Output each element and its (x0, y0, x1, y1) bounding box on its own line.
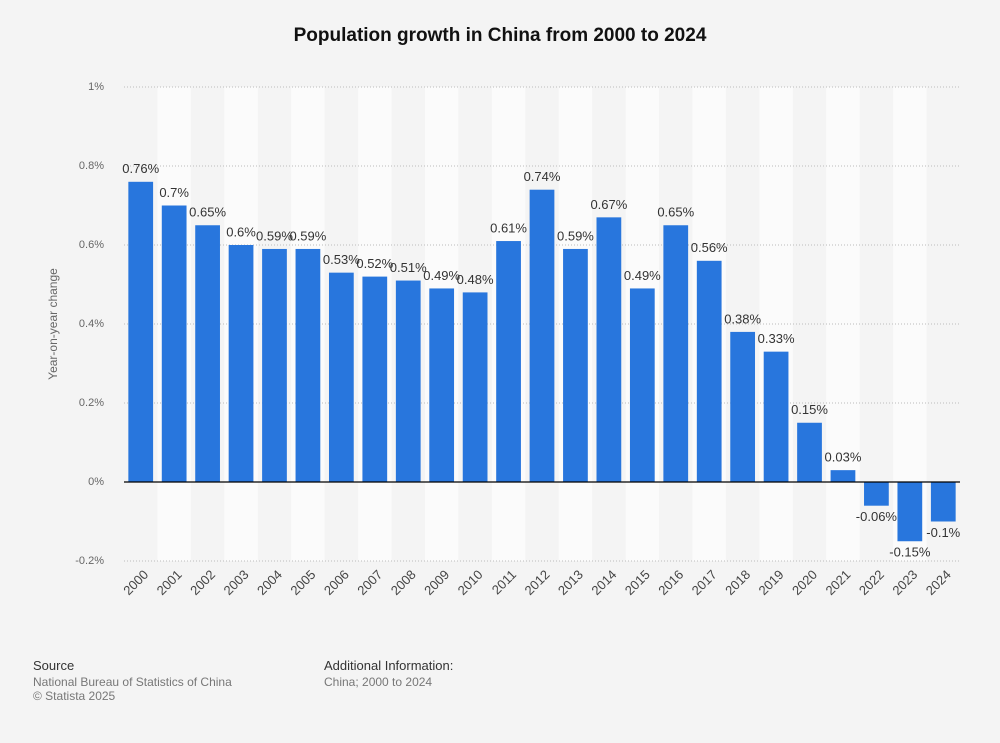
bar (730, 331, 756, 482)
x-tick-label: 2006 (321, 567, 352, 598)
x-tick-label: 2014 (588, 567, 619, 598)
x-tick-label: 2011 (489, 567, 519, 597)
value-label: -0.15% (889, 545, 931, 560)
x-tick-label: 2008 (388, 567, 419, 598)
y-tick-label: 0.6% (79, 239, 104, 251)
chart-title: Population growth in China from 2000 to … (294, 25, 707, 46)
x-tick-label: 2020 (789, 567, 820, 598)
x-tick-label: 2016 (655, 567, 686, 598)
value-label: -0.06% (856, 509, 898, 524)
info-title: Additional Information: (324, 658, 454, 673)
y-tick-label: 0% (88, 476, 104, 488)
value-label: 0.52% (356, 256, 393, 271)
bar (563, 248, 588, 482)
bar (295, 248, 321, 482)
x-tick-label: 2005 (287, 567, 318, 598)
value-label: 0.48% (457, 272, 494, 287)
source-title: Source (33, 658, 75, 673)
bar (496, 241, 521, 482)
bar (696, 260, 722, 482)
x-tick-label: 2012 (521, 567, 552, 598)
bar (930, 482, 956, 522)
bar (462, 292, 488, 482)
x-tick-label: 2017 (689, 567, 720, 598)
bar (429, 288, 455, 482)
y-tick-label: 1% (88, 81, 104, 93)
bar (128, 181, 154, 483)
value-label: 0.49% (624, 268, 661, 283)
x-tick-label: 2022 (856, 567, 887, 598)
x-tick-label: 2001 (154, 567, 185, 598)
x-tick-label: 2024 (923, 567, 954, 598)
value-label: 0.59% (557, 228, 594, 243)
chart: Population growth in China from 2000 to … (46, 25, 961, 598)
x-tick-label: 2018 (722, 567, 753, 598)
bar (596, 217, 622, 482)
value-label: 0.76% (122, 161, 159, 176)
value-label: 0.38% (724, 311, 761, 326)
value-label: 0.53% (323, 252, 360, 267)
info-block: Additional Information: China; 2000 to 2… (324, 658, 453, 689)
x-tick-label: 2021 (822, 567, 853, 598)
bar (328, 272, 354, 482)
value-label: 0.65% (657, 205, 694, 220)
value-label: 0.56% (691, 240, 728, 255)
bar (362, 276, 388, 482)
value-label: 0.67% (590, 197, 627, 212)
x-tick-label: 2007 (354, 567, 385, 598)
y-tick-label: 0.2% (79, 397, 104, 409)
value-label: 0.59% (289, 228, 326, 243)
x-tick-label: 2019 (756, 567, 787, 598)
value-label: 0.7% (159, 185, 189, 200)
bar (395, 280, 421, 482)
x-tick-label: 2003 (221, 567, 252, 598)
value-label: -0.1% (926, 525, 960, 540)
value-label: 0.15% (791, 402, 828, 417)
value-label: 0.33% (758, 331, 795, 346)
source-block: Source National Bureau of Statistics of … (33, 658, 232, 703)
bar (629, 288, 655, 482)
bar (195, 225, 220, 482)
y-tick-label: -0.2% (75, 555, 104, 567)
value-label: 0.6% (226, 224, 256, 239)
bar (262, 248, 287, 482)
y-axis-label: Year-on-year change (46, 268, 60, 380)
bar (663, 225, 689, 482)
value-label: 0.49% (423, 268, 460, 283)
info: China; 2000 to 2024 (324, 675, 433, 689)
stripe (826, 87, 860, 561)
bar (529, 189, 555, 482)
x-tick-label: 2004 (254, 567, 285, 598)
x-tick-label: 2023 (889, 567, 920, 598)
value-label: 0.59% (256, 228, 293, 243)
bar (228, 245, 254, 482)
value-label: 0.65% (189, 205, 226, 220)
x-tick-label: 2013 (555, 567, 586, 598)
bar (161, 205, 187, 482)
source: National Bureau of Statistics of China (33, 675, 232, 689)
x-tick-label: 2009 (421, 567, 452, 598)
bar (864, 482, 889, 506)
y-tick-label: 0.8% (79, 160, 104, 172)
bar (797, 422, 822, 482)
value-label: 0.51% (390, 260, 427, 275)
copyright: © Statista 2025 (33, 689, 116, 703)
value-label: 0.74% (524, 169, 561, 184)
x-tick-label: 2000 (120, 567, 151, 598)
x-tick-label: 2002 (187, 567, 218, 598)
bar (897, 482, 923, 542)
x-tick-label: 2010 (455, 567, 486, 598)
y-tick-label: 0.4% (79, 318, 104, 330)
bar (763, 351, 789, 482)
bar (830, 470, 856, 482)
value-label: 0.03% (825, 450, 862, 465)
x-tick-label: 2015 (622, 567, 653, 598)
value-label: 0.61% (490, 220, 527, 235)
